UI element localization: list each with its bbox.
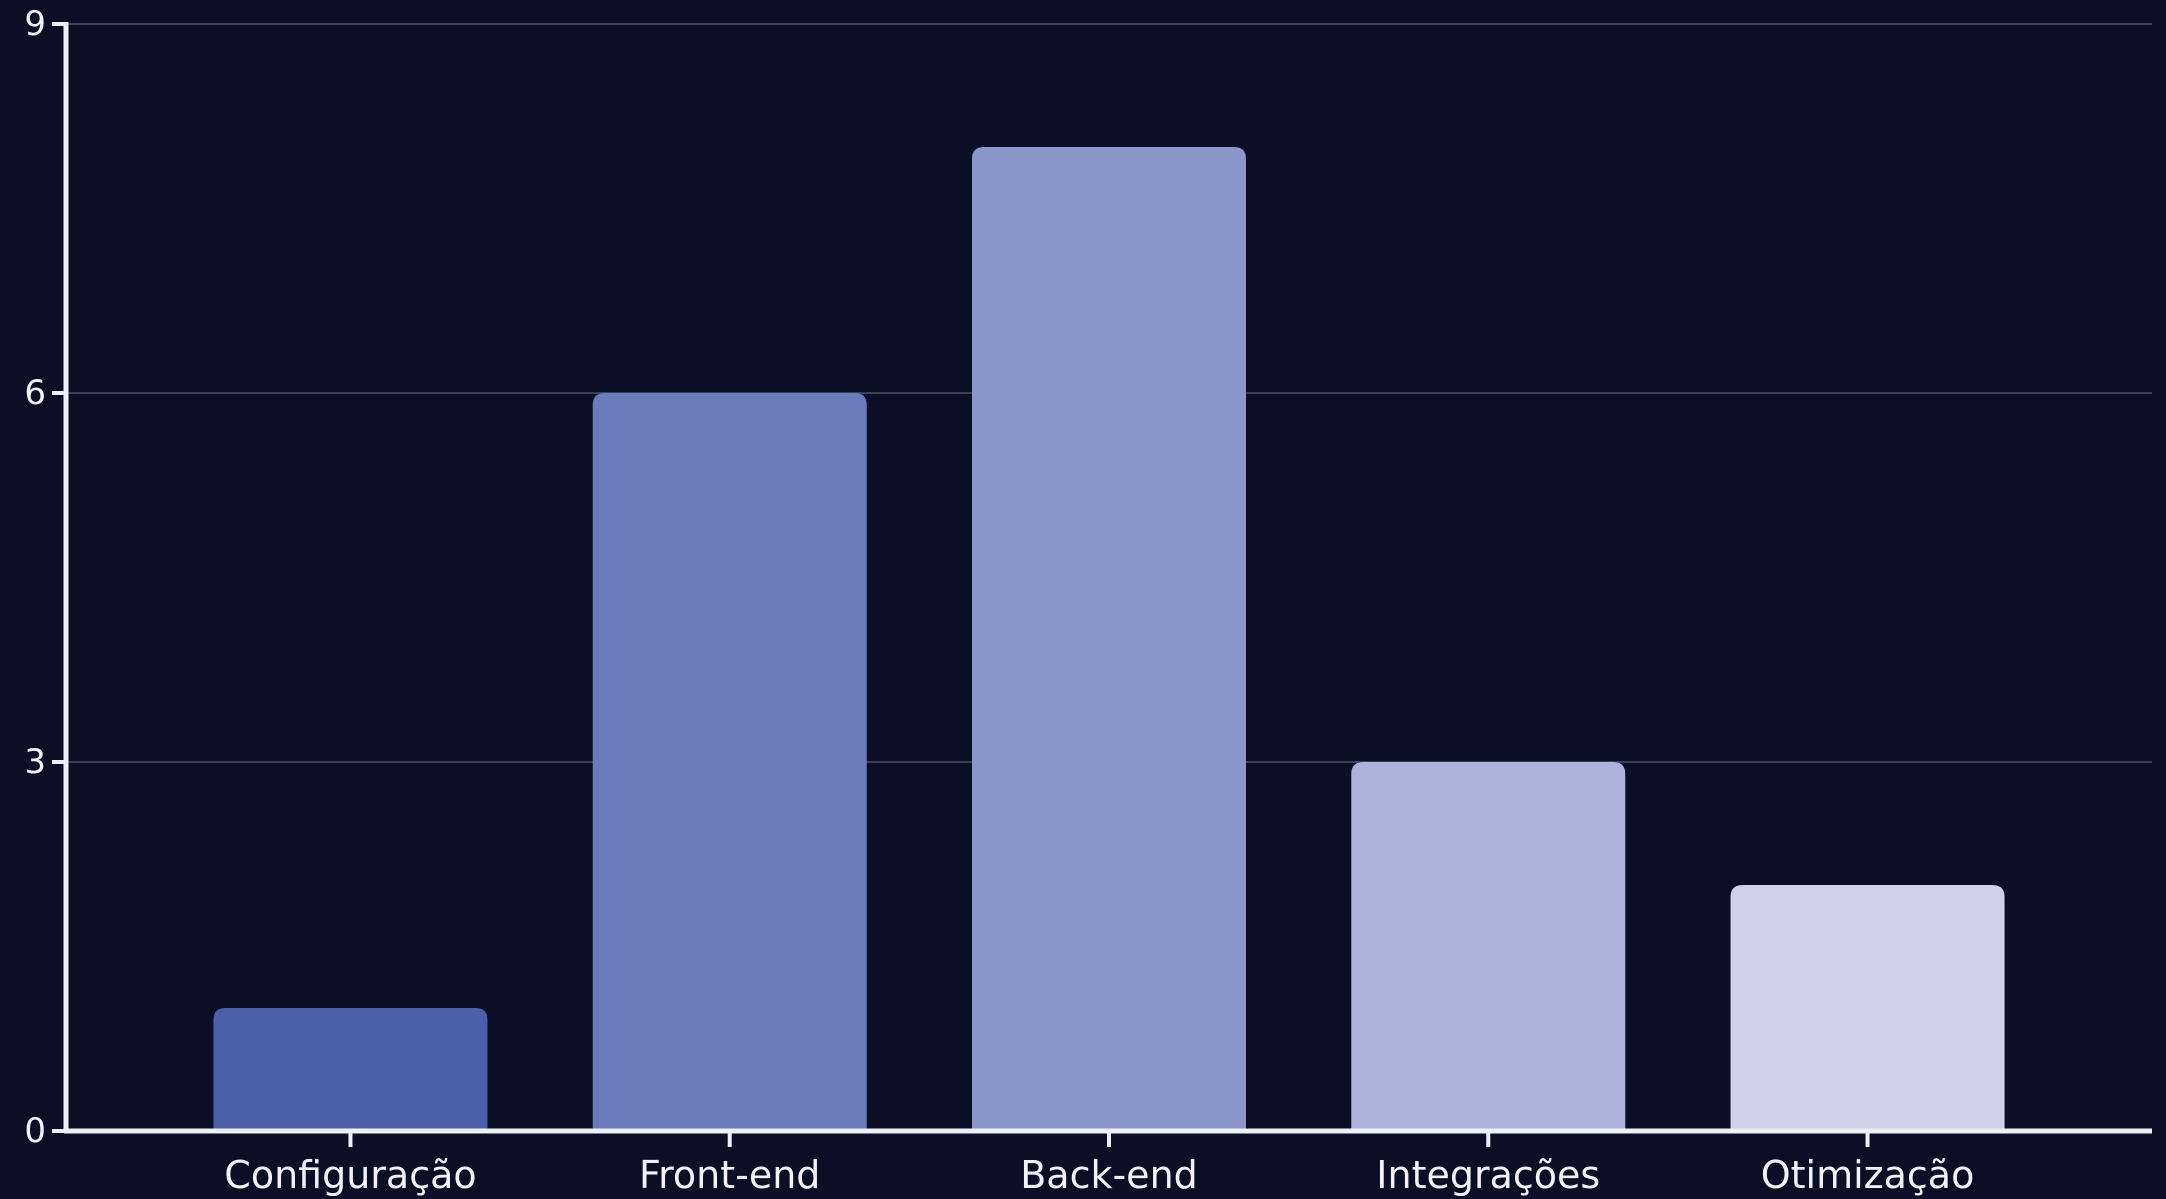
y-tick-label-9: 9 — [24, 4, 46, 44]
y-tick-label-6: 6 — [24, 373, 46, 413]
axes — [52, 22, 2152, 1147]
bar-integrações — [1351, 762, 1626, 1131]
labels: 0 3 6 9 Configuração Front-end Back-end Integra… — [24, 4, 1974, 1197]
bar-otimização — [1730, 885, 2005, 1131]
y-tick-label-0: 0 — [24, 1111, 46, 1151]
x-tick-label-1: Front-end — [639, 1153, 820, 1197]
bar-back-end — [972, 147, 1246, 1131]
y-tick-label-3: 3 — [24, 742, 46, 782]
x-tick-label-0: Configuração — [224, 1153, 476, 1197]
bar-configuração — [213, 1008, 488, 1131]
x-tick-label-3: Integrações — [1376, 1153, 1600, 1197]
bars — [213, 147, 2005, 1131]
x-tick-label-4: Otimização — [1761, 1153, 1975, 1197]
x-tick-label-2: Back-end — [1020, 1153, 1198, 1197]
bar-front-end — [592, 393, 867, 1131]
